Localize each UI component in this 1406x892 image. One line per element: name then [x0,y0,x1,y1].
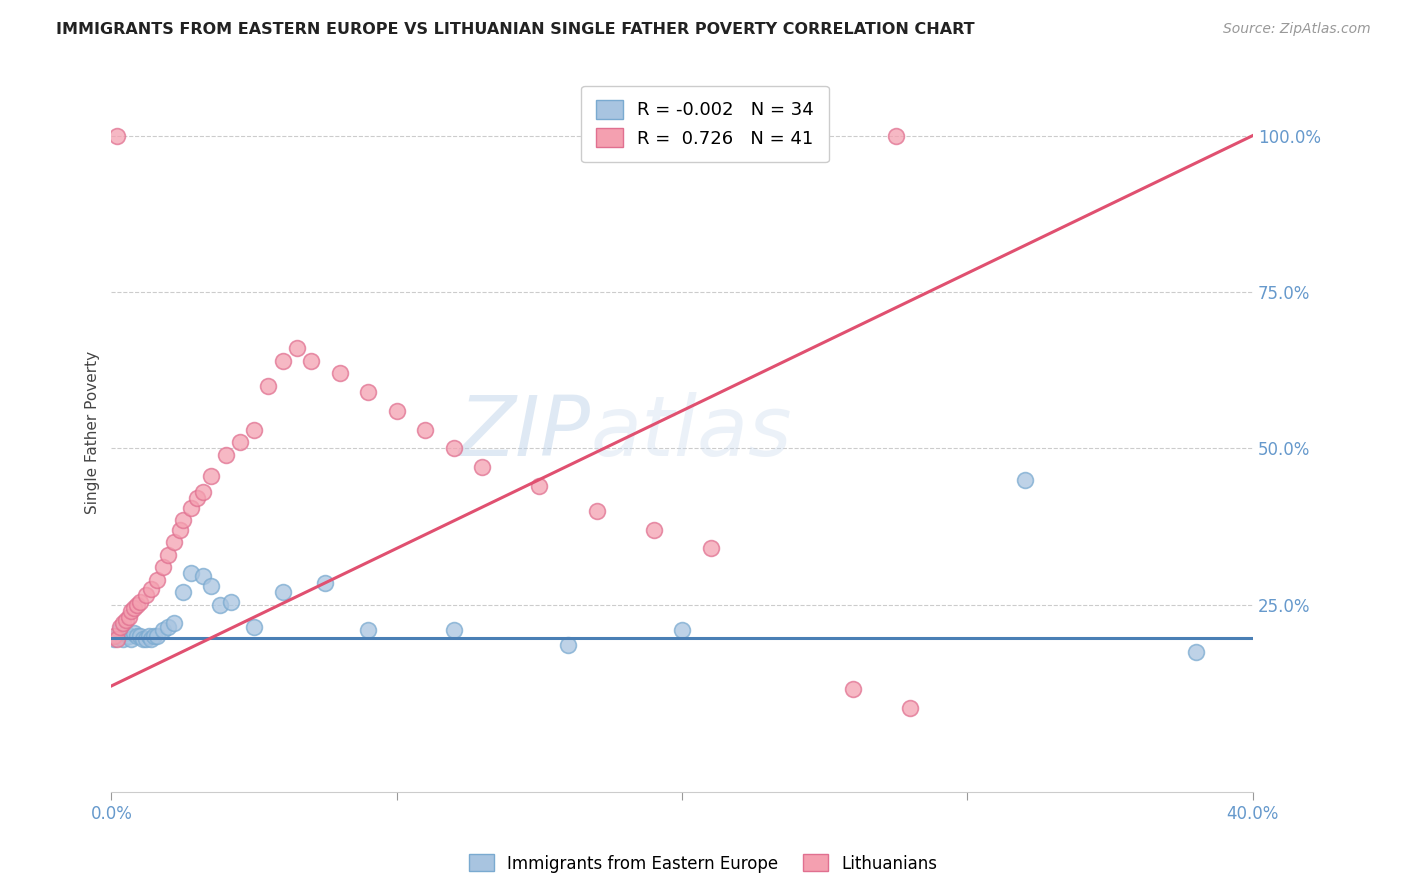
Point [122,600,145,615]
Point [129,629,152,643]
Y-axis label: Single Father Poverty: Single Father Poverty [86,351,100,514]
Point [357,384,380,399]
Point [152,623,174,637]
Point [471,460,494,475]
Point [443,442,465,456]
Legend: Immigrants from Eastern Europe, Lithuanians: Immigrants from Eastern Europe, Lithuani… [463,847,943,880]
Text: ZIP: ZIP [458,392,591,473]
Point [114,625,136,640]
Point [172,585,194,599]
Point [120,604,142,618]
Point [157,619,180,633]
Point [143,629,166,643]
Point [163,535,186,549]
Point [141,582,163,596]
Text: Source: ZipAtlas.com: Source: ZipAtlas.com [1223,22,1371,37]
Point [117,610,139,624]
Point [243,423,266,437]
Point [103,629,125,643]
Point [108,623,131,637]
Point [671,623,693,637]
Point [191,569,214,583]
Point [141,632,163,646]
Point [105,128,128,143]
Point [180,566,202,581]
Point [285,341,308,355]
Point [132,632,155,646]
Point [699,541,721,556]
Point [200,579,222,593]
Point [105,632,128,646]
Point [157,548,180,562]
Point [329,366,352,380]
Legend: R = -0.002   N = 34, R =  0.726   N = 41: R = -0.002 N = 34, R = 0.726 N = 41 [581,86,828,162]
Point [271,585,294,599]
Point [180,500,202,515]
Point [172,513,194,527]
Point [229,435,252,450]
Point [146,629,169,643]
Point [900,701,922,715]
Point [214,448,236,462]
Point [152,560,174,574]
Point [108,619,131,633]
Point [135,632,157,646]
Text: atlas: atlas [591,392,793,473]
Point [314,575,336,590]
Point [413,423,436,437]
Point [129,594,152,608]
Point [271,353,294,368]
Point [103,632,125,646]
Point [138,629,160,643]
Point [357,623,380,637]
Point [163,616,186,631]
Point [643,523,665,537]
Point [257,378,280,392]
Point [146,573,169,587]
Point [135,588,157,602]
Point [243,619,266,633]
Text: IMMIGRANTS FROM EASTERN EUROPE VS LITHUANIAN SINGLE FATHER POVERTY CORRELATION C: IMMIGRANTS FROM EASTERN EUROPE VS LITHUA… [56,22,974,37]
Point [191,485,214,500]
Point [299,353,322,368]
Point [122,625,145,640]
Point [585,504,607,518]
Point [169,523,191,537]
Point [111,632,134,646]
Point [219,594,242,608]
Point [208,598,231,612]
Point [111,616,134,631]
Point [385,403,408,417]
Point [117,629,139,643]
Point [186,491,208,506]
Point [127,598,149,612]
Point [120,632,142,646]
Point [114,613,136,627]
Point [443,623,465,637]
Point [1184,644,1206,658]
Point [557,638,579,652]
Point [105,629,128,643]
Point [1014,473,1036,487]
Point [884,128,907,143]
Point [200,469,222,483]
Point [127,629,149,643]
Point [529,479,551,493]
Point [842,682,865,697]
